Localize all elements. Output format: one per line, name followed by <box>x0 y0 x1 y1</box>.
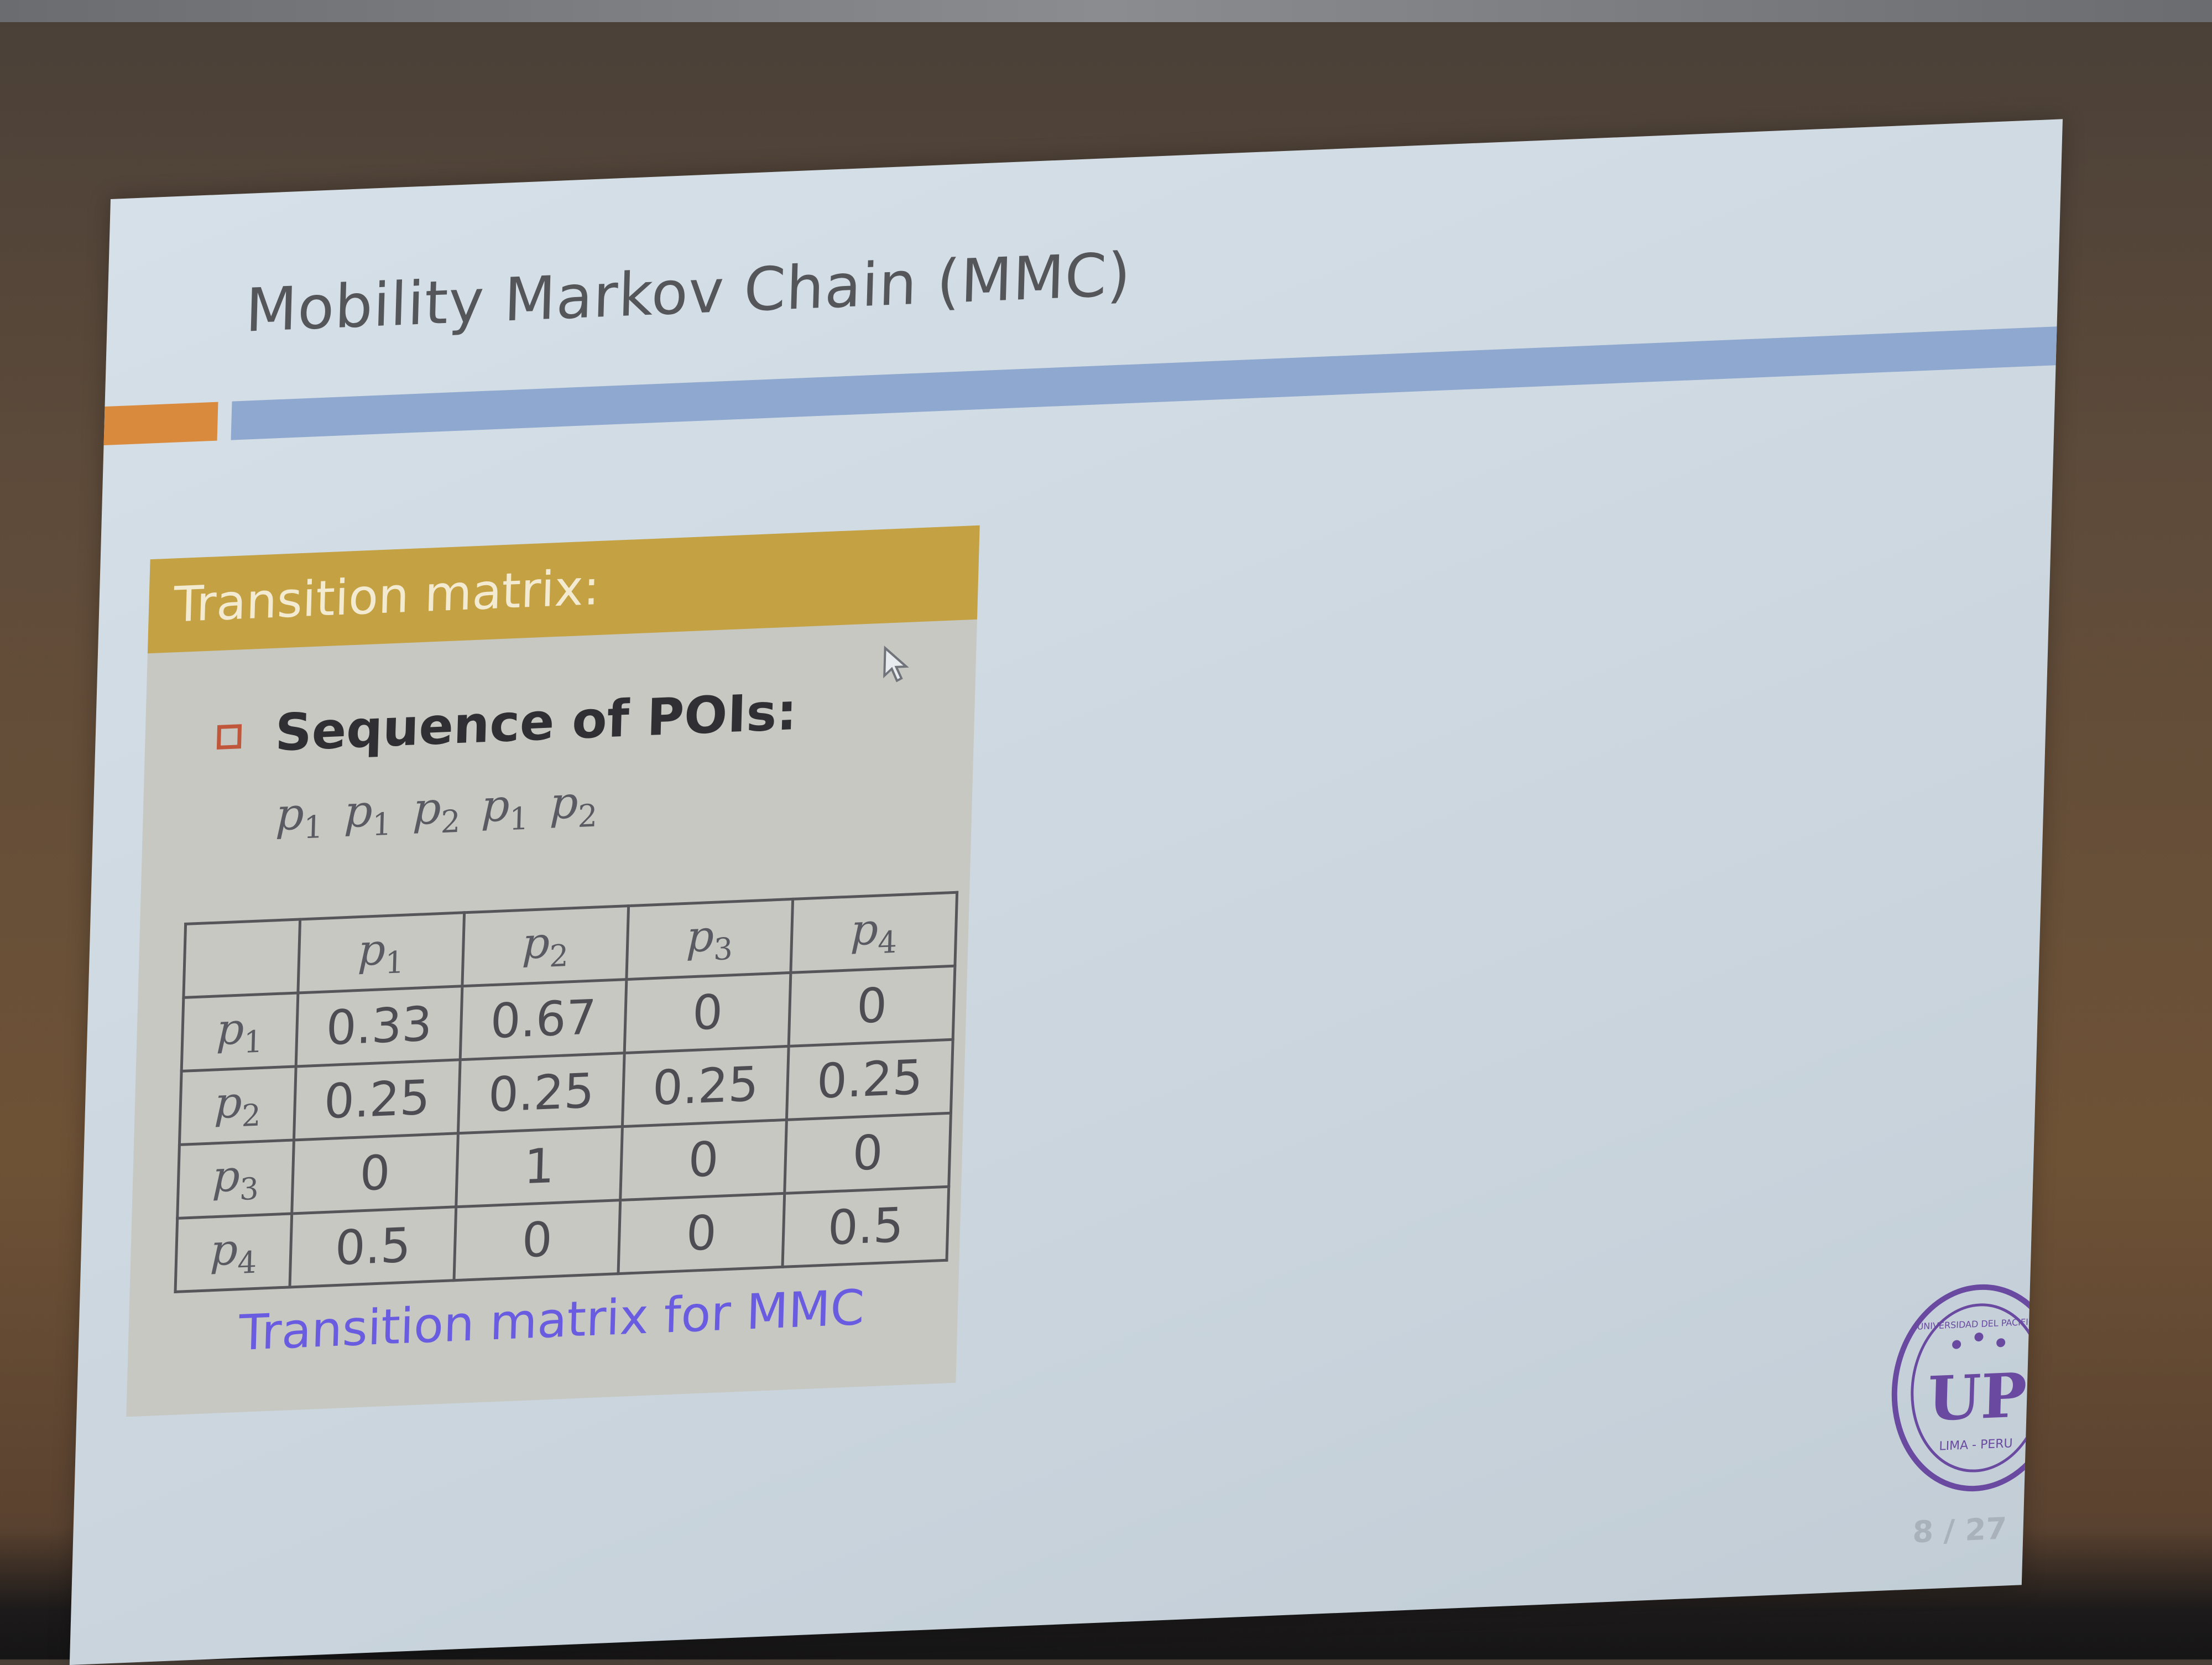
table-cell: 0 <box>453 1200 620 1281</box>
row-header: p4 <box>175 1213 292 1292</box>
seal-bottom-text: LIMA - PERU <box>1939 1437 2013 1453</box>
row-header: p1 <box>181 992 298 1071</box>
sequence-item: p1 <box>343 785 393 844</box>
row-header: p2 <box>179 1066 296 1145</box>
table-cell: 0.33 <box>296 986 462 1066</box>
table-cell: 0.67 <box>460 979 627 1060</box>
title-accent-bar <box>231 326 2057 440</box>
table-corner-cell <box>183 919 300 998</box>
seal-top-text: UNIVERSIDAD DEL PACIFICO <box>1917 1316 2042 1331</box>
sequence-item: p2 <box>549 777 598 835</box>
column-header: p1 <box>298 912 465 993</box>
table-cell: 0.25 <box>786 1039 953 1120</box>
table-cell: 0.5 <box>289 1206 456 1287</box>
table-cell: 0 <box>291 1133 458 1214</box>
transition-matrix-table: p1 p2 p3 p4 p1 0.33 0.67 0 0 p2 0.25 0.2… <box>174 891 958 1293</box>
table-cell: 0 <box>618 1193 785 1274</box>
sequence-item: p1 <box>481 779 530 838</box>
table-cell: 0.25 <box>622 1046 789 1127</box>
block-header: Transition matrix: <box>147 525 980 654</box>
block-title: Transition matrix: <box>173 558 601 633</box>
row-header: p3 <box>177 1140 294 1219</box>
seal-monogram: UP <box>1927 1359 2027 1434</box>
content-block: Transition matrix: Sequence of POIs: p1 … <box>126 525 980 1417</box>
page-number: 8 / 27 <box>1912 1511 2007 1550</box>
table-cell: 0.25 <box>458 1053 625 1133</box>
mouse-pointer-icon <box>883 646 909 683</box>
bullet-text: Sequence of POIs: <box>274 681 798 763</box>
title-accent-orange <box>103 402 218 445</box>
column-header: p3 <box>626 899 793 980</box>
square-bullet-icon <box>216 724 242 750</box>
poi-sequence: p1 p1 p2 p1 p2 <box>275 775 617 847</box>
column-header: p2 <box>462 906 629 986</box>
table-cell: 0 <box>624 972 791 1053</box>
column-header: p4 <box>790 892 957 973</box>
projected-slide: Mobility Markov Chain (MMC) Transition m… <box>69 119 2063 1665</box>
sequence-item: p2 <box>412 782 461 841</box>
university-seal-logo: UP LIMA - PERU UNIVERSIDAD DEL PACIFICO <box>1891 1284 2063 1492</box>
table-cell: 0.5 <box>782 1187 949 1267</box>
table-caption: Transition matrix for MMC <box>238 1278 865 1362</box>
slide-title: Mobility Markov Chain (MMC) <box>244 240 1132 346</box>
table-cell: 0 <box>620 1120 787 1200</box>
sequence-item: p1 <box>275 788 324 846</box>
table-cell: 0.25 <box>294 1059 461 1140</box>
table-cell: 0 <box>789 966 955 1047</box>
table-cell: 0 <box>784 1113 951 1194</box>
wall-background <box>0 0 2212 22</box>
table-cell: 1 <box>456 1126 623 1207</box>
